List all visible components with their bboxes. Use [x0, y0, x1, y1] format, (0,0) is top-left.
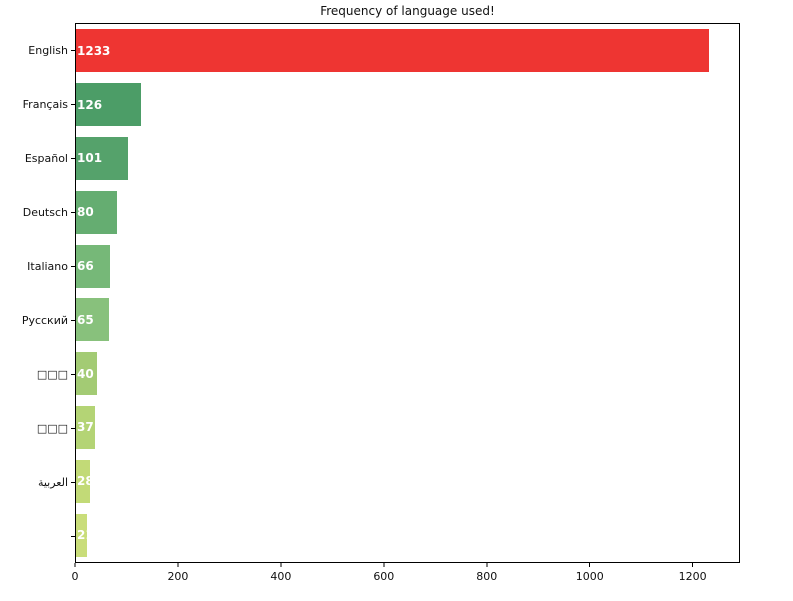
y-tick: Deutsch [0, 185, 75, 239]
bar-value-label: 28 [77, 474, 94, 489]
bar: 40 [76, 352, 97, 396]
bar-row: 65 [76, 293, 739, 347]
bar: 65 [76, 298, 110, 342]
y-tick-mark [71, 373, 75, 375]
chart-title: Frequency of language used! [320, 4, 495, 18]
x-tick-label: 800 [476, 570, 498, 583]
y-tick-label: العربية [37, 475, 68, 489]
x-tick-mark [74, 563, 76, 567]
bar-value-label: 37 [77, 420, 94, 435]
x-tick: 400 [270, 563, 291, 583]
bar: 37 [76, 405, 95, 449]
y-tick-label: Deutsch [22, 205, 68, 219]
y-tick-label: □□□ [36, 367, 68, 381]
bar: 1233 [76, 29, 709, 73]
bar-value-label: 66 [77, 259, 94, 274]
x-tick: 1000 [576, 563, 604, 583]
y-tick-label: Русский [21, 313, 68, 327]
y-tick-label: □□□ [36, 421, 68, 435]
bar-value-label: 21 [77, 528, 94, 543]
bar-row: 80 [76, 185, 739, 239]
bar-row: 126 [76, 78, 739, 132]
y-tick: العربية [0, 455, 75, 509]
y-tick-label: Français [22, 97, 68, 111]
x-tick-mark [486, 563, 488, 567]
x-tick-label: 200 [167, 570, 189, 583]
y-tick-mark [71, 211, 75, 213]
bar: 101 [76, 136, 128, 180]
x-tick-mark [177, 563, 179, 567]
bar-value-label: 80 [77, 205, 94, 220]
bar-value-label: 101 [77, 151, 103, 166]
y-tick: Italiano [0, 239, 75, 293]
x-tick-label: 600 [373, 570, 395, 583]
x-tick: 1200 [679, 563, 707, 583]
y-tick [0, 509, 75, 563]
plot-rows: 1233 126 101 80 66 65 40 37 28 21 [76, 24, 739, 562]
plot-area: 1233 126 101 80 66 65 40 37 28 21 [75, 23, 740, 563]
y-tick: Español [0, 131, 75, 185]
y-tick-mark [71, 427, 75, 429]
bar-row: 21 [76, 508, 739, 562]
y-tick-mark [71, 535, 75, 537]
bar: 126 [76, 83, 141, 127]
x-tick-mark [692, 563, 694, 567]
y-tick: Русский [0, 293, 75, 347]
bar-value-label: 126 [77, 97, 103, 112]
bar-value-label: 1233 [77, 43, 111, 58]
y-tick: □□□ [0, 347, 75, 401]
bar: 21 [76, 513, 94, 557]
y-tick-mark [71, 265, 75, 267]
bar-value-label: 40 [77, 366, 94, 381]
y-tick: English [0, 23, 75, 77]
x-tick-label: 0 [71, 570, 79, 583]
y-tick-mark [71, 49, 75, 51]
bar-row: 66 [76, 239, 739, 293]
bar-row: 28 [76, 454, 739, 508]
x-tick-label: 400 [270, 570, 292, 583]
bar-row: 1233 [76, 24, 739, 78]
y-tick-label: English [28, 43, 68, 57]
bar-row: 101 [76, 132, 739, 186]
bar-row: 40 [76, 347, 739, 401]
bar: 28 [76, 459, 94, 503]
x-axis: 0 200 400 600 800 1000 1200 [72, 563, 740, 593]
x-tick-mark [383, 563, 385, 567]
y-tick-mark [71, 103, 75, 105]
y-tick-mark [71, 157, 75, 159]
x-tick-label: 1000 [575, 570, 604, 583]
x-tick-mark [280, 563, 282, 567]
x-tick-mark [589, 563, 591, 567]
x-tick: 0 [72, 563, 79, 583]
bar: 80 [76, 190, 118, 234]
bar-row: 37 [76, 401, 739, 455]
bar-value-label: 65 [77, 312, 94, 327]
y-tick: □□□ [0, 401, 75, 455]
y-tick: Français [0, 77, 75, 131]
y-tick-label: Italiano [27, 259, 68, 273]
y-tick-mark [71, 481, 75, 483]
bar: 66 [76, 244, 110, 288]
y-axis: English Français Español Deutsch Italiano Рус… [0, 23, 75, 563]
x-tick: 800 [476, 563, 497, 583]
x-tick: 600 [373, 563, 394, 583]
x-tick-label: 1200 [678, 570, 707, 583]
x-tick: 200 [167, 563, 188, 583]
y-tick-mark [71, 319, 75, 321]
y-tick-label: Español [24, 151, 68, 165]
